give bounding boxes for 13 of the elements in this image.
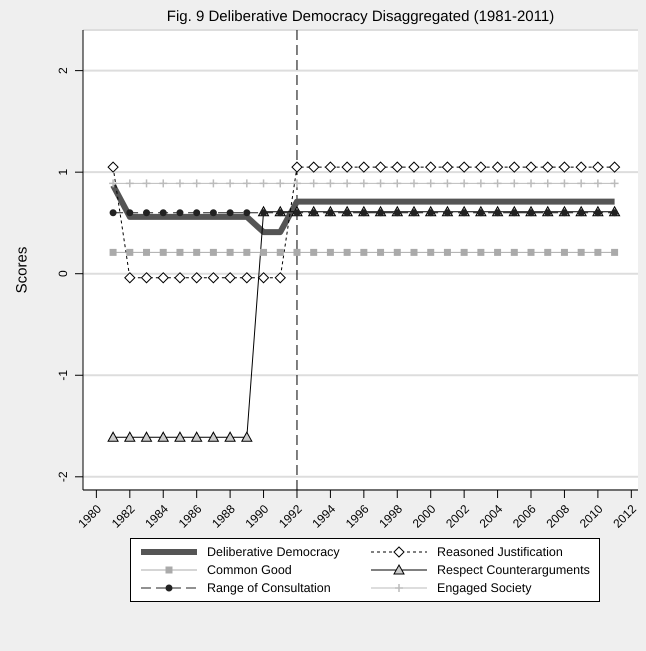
legend-label: Reasoned Justification: [437, 545, 563, 559]
chart-title: Fig. 9 Deliberative Democracy Disaggregated (1981-2011): [166, 8, 556, 25]
legend-label: Engaged Society: [437, 581, 532, 595]
y-axis-title: Scores: [14, 246, 30, 294]
y-tick-label: 1: [56, 168, 70, 176]
y-tick-label: -2: [56, 471, 70, 482]
y-tick-label: 2: [56, 66, 70, 74]
legend-label: Range of Consultation: [207, 581, 331, 595]
y-tick-label: -1: [56, 370, 70, 381]
legend-label: Common Good: [207, 563, 292, 577]
legend-label: Respect Counterarguments: [437, 563, 590, 577]
y-tick-label: 0: [56, 270, 70, 278]
legend-label: Deliberative Democracy: [207, 545, 340, 559]
